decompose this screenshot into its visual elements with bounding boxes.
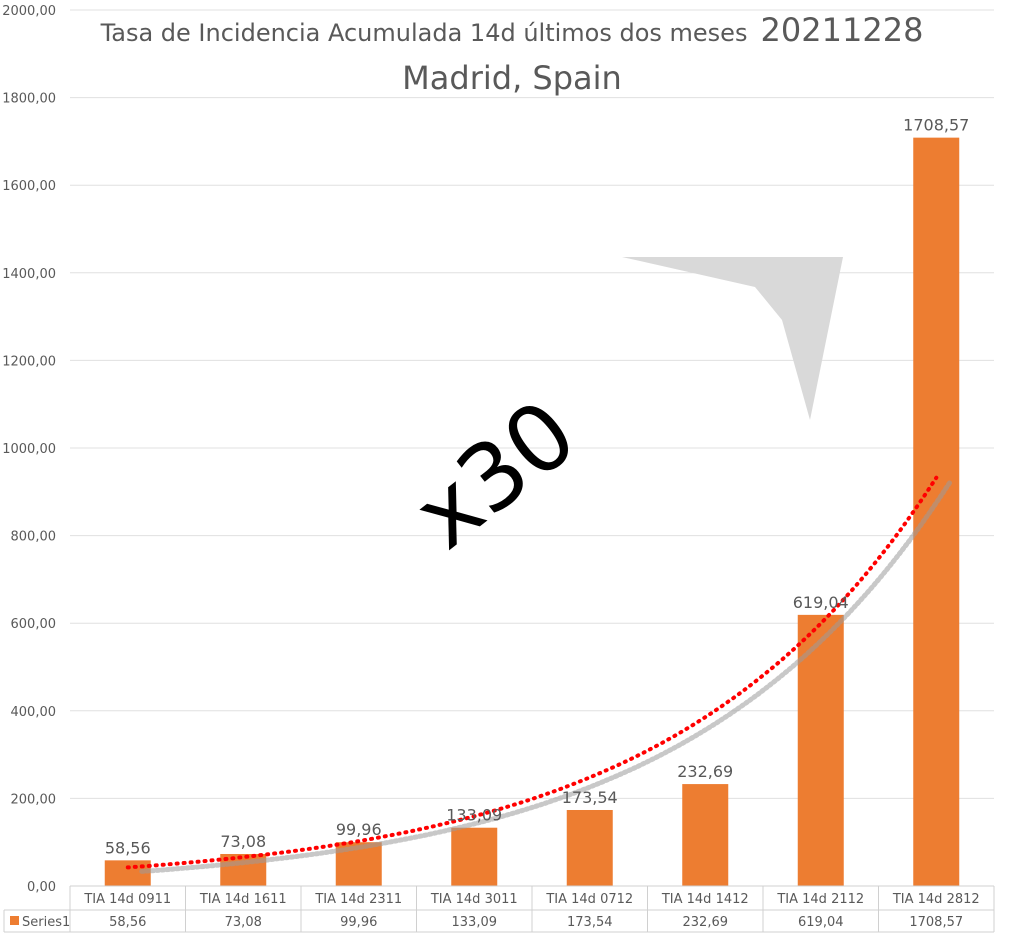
table-value: 73,08 xyxy=(225,915,262,930)
y-tick-label: 200,00 xyxy=(11,792,57,807)
big-arrow-icon xyxy=(556,257,843,510)
data-label: 232,69 xyxy=(677,762,733,781)
y-tick-label: 1400,00 xyxy=(2,267,56,282)
table-value: 99,96 xyxy=(340,915,377,930)
legend-label: Series1 xyxy=(22,915,70,930)
y-tick-label: 1600,00 xyxy=(2,179,56,194)
table-value: 232,69 xyxy=(683,915,729,930)
trendline-line xyxy=(125,475,939,870)
data-label: 133,09 xyxy=(446,806,502,825)
data-label: 619,04 xyxy=(793,593,849,612)
y-tick-label: 0,00 xyxy=(27,880,56,895)
trendline xyxy=(125,475,953,874)
data-label: 173,54 xyxy=(562,788,618,807)
data-table: TIA 14d 0911 58,56 TIA 14d 1611 73,08 TIA 14… xyxy=(3,885,995,933)
chart-title-date: 20211228 xyxy=(761,11,924,49)
y-tick-label: 800,00 xyxy=(11,530,57,545)
y-tick-label: 1000,00 xyxy=(2,442,56,457)
trendline-shadow xyxy=(139,479,953,874)
data-labels: 58,56 73,08 99,96 133,09 173,54 232,69 619,04 1… xyxy=(105,116,969,858)
legend-swatch xyxy=(10,916,19,925)
x30-annotation: x30 xyxy=(395,379,596,569)
x-tick-label: TIA 14d 2311 xyxy=(314,892,402,907)
x-tick-label: TIA 14d 3011 xyxy=(430,892,518,907)
data-label: 99,96 xyxy=(336,820,382,839)
data-label: 1708,57 xyxy=(903,116,969,135)
y-tick-label: 400,00 xyxy=(11,705,57,720)
x-tick-label: TIA 14d 2112 xyxy=(776,892,864,907)
table-value: 173,54 xyxy=(567,915,613,930)
y-tick-label: 1800,00 xyxy=(2,92,56,107)
table-value: 619,04 xyxy=(798,915,844,930)
table-value: 1708,57 xyxy=(909,915,963,930)
gridlines xyxy=(70,9,994,887)
x-tick-label: TIA 14d 0911 xyxy=(83,892,171,907)
chart-subtitle: Madrid, Spain xyxy=(402,59,622,97)
y-tick-label: 1200,00 xyxy=(2,354,56,369)
table-value: 58,56 xyxy=(109,915,146,930)
bars xyxy=(104,137,960,886)
x-tick-label: TIA 14d 2812 xyxy=(892,892,980,907)
y-tick-label: 600,00 xyxy=(11,617,57,632)
bar xyxy=(451,827,498,886)
bar xyxy=(913,137,960,886)
x-tick-label: TIA 14d 0712 xyxy=(545,892,633,907)
x-tick-label: TIA 14d 1412 xyxy=(661,892,749,907)
table-value: 133,09 xyxy=(452,915,498,930)
bar xyxy=(566,809,613,886)
x-tick-label: TIA 14d 1611 xyxy=(199,892,287,907)
y-axis: 0,00 200,00 400,00 600,00 800,00 1000,00 1200,… xyxy=(2,4,56,895)
bar xyxy=(797,614,844,886)
chart-title-text: Tasa de Incidencia Acumulada 14d últimos… xyxy=(100,19,748,47)
data-label: 58,56 xyxy=(105,838,151,857)
chart-title: Tasa de Incidencia Acumulada 14d últimos… xyxy=(100,11,924,49)
data-label: 73,08 xyxy=(220,832,266,851)
bar xyxy=(682,784,729,886)
y-tick-label: 2000,00 xyxy=(2,4,56,19)
